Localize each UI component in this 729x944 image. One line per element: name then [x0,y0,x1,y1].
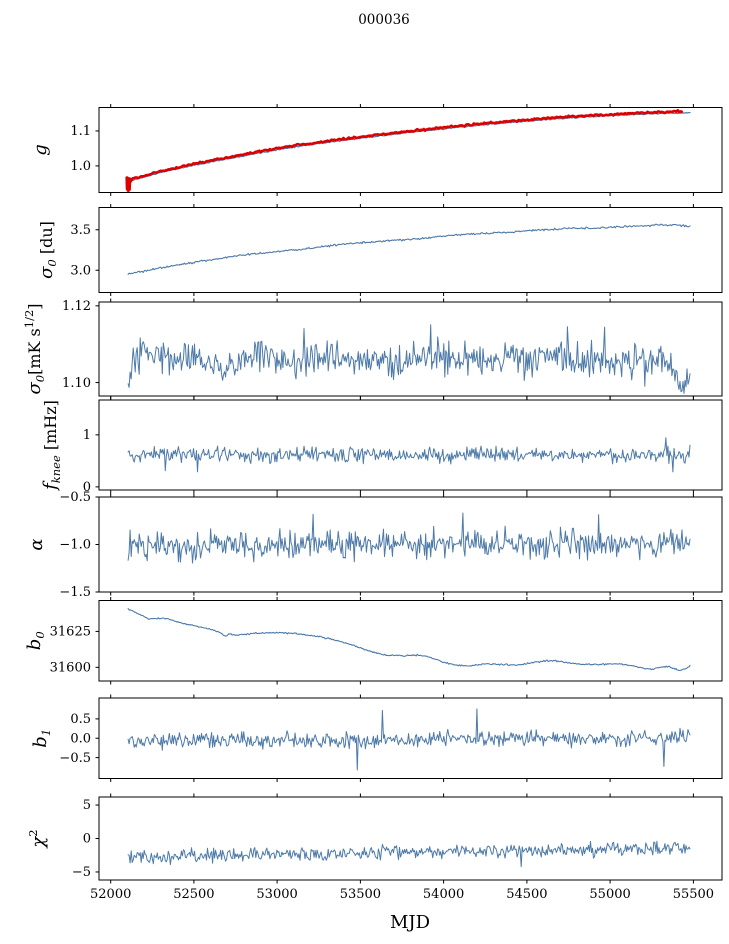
ytick-label-f_knee: 0 [83,480,91,495]
ytick-label-chi2: −5 [72,865,91,880]
xtick-label-53000: 53000 [256,887,297,902]
panel-series-g [125,108,691,192]
ytick-label-g: 1.1 [70,124,91,139]
xtick-label-52000: 52000 [90,887,131,902]
panel-fknee: 1 0 fknee [mHz] [40,396,723,495]
panel-sigma0-du: 3.5 3.0 σ0 [du] [36,204,723,296]
ylabel-b0: b0 [24,631,47,650]
ylabel-fknee: fknee [mHz] [40,400,63,492]
sigma0-mK-line [127,324,691,394]
ytick-label-b1: 0.5 [70,712,91,727]
xtick-label-54000: 54000 [423,887,464,902]
ytick-label-b1: −0.5 [59,751,91,766]
b1-line [127,708,691,771]
panel-frame-sigma0_mK [98,301,723,397]
panel-series-sigma0_du [127,223,691,275]
panel-sigma0-mK: 1.12 1.10 σ0[mK s1/2] [22,298,723,400]
g-red-start-errorbar [125,176,133,192]
ytick-label-alpha: −0.5 [59,490,91,505]
ytick-label-alpha: −1.5 [59,585,91,600]
xtick-label-55000: 55000 [589,887,630,902]
ytick-label-sigma0_du: 3.0 [70,263,91,278]
panel-chi2: 5 0 −5 χ2 [26,793,723,884]
panel-frame-chi2 [98,796,723,881]
ytick-label-b0: 31625 [50,625,91,640]
ytick-label-g: 1.0 [70,159,91,174]
xtick-label-54500: 54500 [506,887,547,902]
panel-frame-g [98,107,723,193]
panel-frame-b0 [98,600,723,682]
b0-line [127,608,691,672]
ytick-label-chi2: 5 [83,798,91,813]
figure-title: 000036 [358,12,410,28]
ytick-label-sigma0_mK: 1.12 [62,299,91,314]
g-meas-red [129,108,684,181]
fknee-line [127,437,691,473]
xtick-label-52500: 52500 [173,887,214,902]
x-axis-label: MJD [390,912,430,933]
ylabel-sigma0-mK: σ0[mK s1/2] [22,303,47,394]
panel-series-f_knee [127,437,691,473]
ytick-label-sigma0_du: 3.5 [70,223,91,238]
alpha-line [127,512,691,564]
xtick-label-55500: 55500 [673,887,714,902]
sigma0-du-line [127,223,691,275]
panel-g: 1.1 1.0 g [30,104,723,196]
panel-frame-f_knee [98,399,723,491]
ytick-label-sigma0_mK: 1.10 [62,376,91,391]
panel-alpha: −0.5 −1.0 −1.5 α [26,490,723,600]
panel-series-chi2 [127,840,691,868]
panel-frame-sigma0_du [98,207,723,293]
panel-b0: 31625 31600 b0 [24,597,723,685]
ylabel-alpha: α [26,538,47,550]
xtick-label-53500: 53500 [340,887,381,902]
ylabel-g: g [30,144,51,156]
panel-b1: 0.5 0.0 −0.5 b1 [30,694,723,782]
ytick-label-chi2: 0 [83,832,91,847]
chi2-line [127,840,691,868]
panel-series-sigma0_mK [127,324,691,394]
ytick-label-b1: 0.0 [70,731,91,746]
g-fit-blue [127,111,691,182]
panel-series-b0 [127,608,691,672]
ytick-label-b0: 31600 [50,661,91,676]
ytick-label-alpha: −1.0 [59,538,91,553]
ylabel-b1: b1 [30,729,53,748]
panel-series-alpha [127,512,691,564]
ylabel-sigma0-du: σ0 [du] [36,221,59,279]
ytick-label-f_knee: 1 [83,428,91,443]
panel-series-b1 [127,708,691,771]
x-axis: 52000 52500 53000 53500 54000 54500 55000 55500… [90,887,714,933]
ylabel-chi2: χ2 [26,829,49,849]
